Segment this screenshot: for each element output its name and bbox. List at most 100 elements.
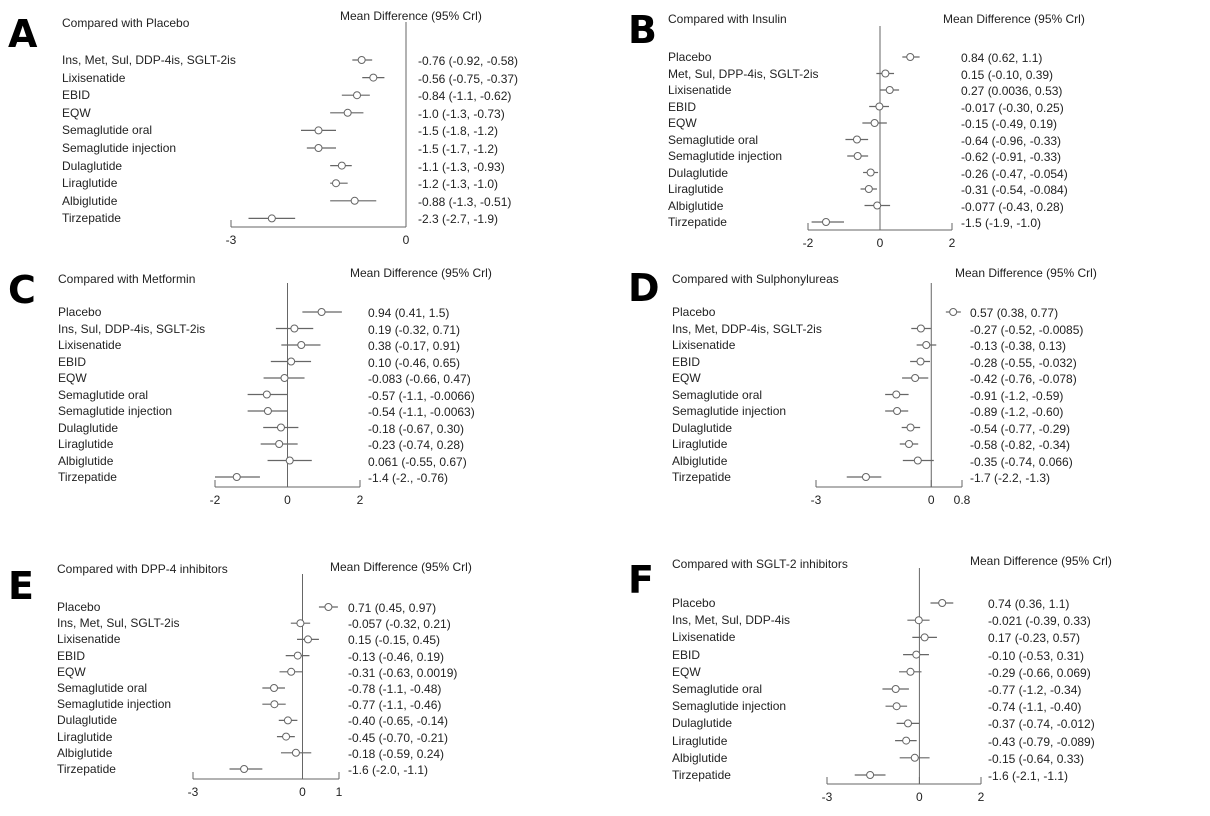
estimate-text: -1.6 (-2.0, -1.1): [348, 763, 429, 777]
treatment-label: Lixisenatide: [57, 632, 121, 647]
x-tick-label: 0.8: [953, 493, 971, 507]
panel-title: Compared with Sulphonylureas: [672, 272, 839, 286]
treatment-label: Lixisenatide: [58, 338, 122, 352]
x-tick-label: 0: [876, 236, 884, 250]
column-header: Mean Difference (95% Crl): [350, 266, 492, 280]
estimate-text: -0.13 (-0.38, 0.13): [970, 339, 1067, 353]
point-estimate-marker: [270, 684, 279, 692]
treatment-label: Ins, Sul, DDP-4is, SGLT-2is: [58, 321, 206, 336]
estimate-text: -0.54 (-1.1, -0.0063): [368, 405, 475, 419]
point-estimate-marker: [904, 719, 913, 728]
estimate-text: 0.38 (-0.17, 0.91): [368, 339, 461, 353]
treatment-label: Lixisenatide: [62, 70, 126, 85]
x-tick-label: -3: [187, 785, 199, 799]
treatment-label: Tirzepatide: [672, 768, 731, 782]
column-header: Mean Difference (95% Crl): [340, 9, 482, 23]
panel-title: Compared with DPP-4 inhibitors: [57, 562, 228, 576]
point-estimate-marker: [232, 473, 241, 481]
estimate-text: -1.2 (-1.3, -1.0): [418, 177, 499, 192]
point-estimate-marker: [314, 126, 323, 135]
estimate-text: -1.0 (-1.3, -0.73): [418, 106, 505, 121]
point-estimate-marker: [904, 440, 913, 448]
point-estimate-marker: [337, 161, 346, 170]
treatment-label: Placebo: [672, 596, 716, 610]
point-estimate-marker: [332, 179, 340, 188]
estimate-text: -0.29 (-0.66, 0.069): [988, 665, 1091, 680]
treatment-label: Albiglutide: [58, 453, 114, 468]
treatment-label: Placebo: [672, 305, 716, 319]
estimate-text: -0.27 (-0.52, -0.0085): [970, 322, 1084, 337]
point-estimate-marker: [324, 603, 333, 611]
estimate-text: -0.15 (-0.64, 0.33): [988, 751, 1085, 766]
point-estimate-marker: [853, 152, 862, 160]
point-estimate-marker: [914, 616, 923, 625]
estimate-text: -0.76 (-0.92, -0.58): [418, 54, 519, 68]
estimate-text: -0.23 (-0.74, 0.28): [368, 438, 465, 452]
estimate-text: -0.57 (-1.1, -0.0066): [368, 388, 475, 403]
point-estimate-marker: [864, 185, 873, 193]
estimate-text: 0.10 (-0.46, 0.65): [368, 355, 461, 370]
treatment-label: Semaglutide oral: [672, 387, 763, 402]
estimate-text: -0.26 (-0.47, -0.054): [961, 166, 1068, 181]
estimate-text: 0.74 (0.36, 1.1): [988, 597, 1070, 611]
point-estimate-marker: [270, 700, 279, 709]
estimate-text: 0.061 (-0.55, 0.67): [368, 454, 467, 469]
point-estimate-marker: [263, 407, 272, 415]
x-tick-label: 0: [916, 790, 923, 804]
estimate-text: -0.10 (-0.53, 0.31): [988, 648, 1085, 663]
estimate-text: 0.19 (-0.32, 0.71): [368, 322, 461, 337]
point-estimate-marker: [287, 357, 296, 366]
point-estimate-marker: [282, 732, 291, 741]
x-tick-label: 0: [402, 233, 410, 247]
estimate-text: -0.43 (-0.79, -0.089): [988, 734, 1095, 749]
point-estimate-marker: [913, 456, 922, 465]
x-tick-label: 0: [299, 785, 306, 799]
treatment-label: Semaglutide injection: [58, 404, 173, 418]
estimate-text: -0.64 (-0.96, -0.33): [961, 133, 1062, 148]
point-estimate-marker: [866, 771, 875, 779]
estimate-text: -0.35 (-0.74, 0.066): [970, 454, 1073, 469]
estimate-text: -0.45 (-0.70, -0.21): [348, 730, 449, 745]
estimate-text: -1.4 (-2., -0.76): [368, 471, 449, 485]
estimate-text: 0.84 (0.62, 1.1): [961, 51, 1043, 65]
point-estimate-marker: [343, 108, 352, 117]
estimate-text: -0.18 (-0.67, 0.30): [368, 421, 465, 436]
treatment-label: Albiglutide: [672, 750, 728, 765]
point-estimate-marker: [293, 651, 302, 660]
point-estimate-marker: [314, 144, 323, 152]
x-tick-label: 1: [335, 785, 343, 799]
estimate-text: 0.57 (0.38, 0.77): [970, 306, 1059, 320]
estimate-text: -1.7 (-2.2, -1.3): [970, 471, 1051, 485]
column-header: Mean Difference (95% Crl): [955, 266, 1097, 280]
treatment-label: EBID: [57, 648, 86, 663]
treatment-label: Dulaglutide: [58, 420, 119, 435]
treatment-label: Tirzepatide: [668, 215, 727, 229]
estimate-text: -0.54 (-0.77, -0.29): [970, 421, 1071, 436]
treatment-label: Semaglutide oral: [62, 123, 153, 138]
estimate-text: 0.71 (0.45, 0.97): [348, 601, 437, 615]
panel-title: Compared with Metformin: [58, 272, 196, 286]
point-estimate-marker: [906, 423, 915, 432]
treatment-label: Semaglutide oral: [672, 682, 763, 696]
estimate-text: 0.15 (-0.10, 0.39): [961, 67, 1054, 82]
treatment-label: EBID: [58, 354, 87, 369]
point-estimate-marker: [910, 753, 919, 762]
treatment-label: Placebo: [668, 50, 712, 64]
point-estimate-marker: [275, 440, 284, 448]
treatment-label: Dulaglutide: [672, 716, 733, 731]
treatment-label: Ins, Met, Sul, DDP-4is, SGLT-2is: [62, 53, 236, 67]
estimate-text: -0.057 (-0.32, 0.21): [348, 617, 451, 632]
estimate-text: -0.31 (-0.54, -0.084): [961, 183, 1068, 197]
x-tick-label: -3: [810, 493, 822, 507]
treatment-label: EQW: [672, 371, 701, 385]
treatment-label: Semaglutide injection: [672, 699, 787, 714]
point-estimate-marker: [892, 390, 901, 399]
estimate-text: -0.13 (-0.46, 0.19): [348, 649, 445, 664]
point-estimate-marker: [276, 423, 285, 432]
treatment-label: Albiglutide: [668, 198, 724, 213]
treatment-label: Semaglutide injection: [672, 404, 787, 418]
treatment-label: Lixisenatide: [672, 630, 736, 645]
treatment-label: Liraglutide: [668, 182, 724, 196]
treatment-label: Dulaglutide: [672, 420, 733, 435]
